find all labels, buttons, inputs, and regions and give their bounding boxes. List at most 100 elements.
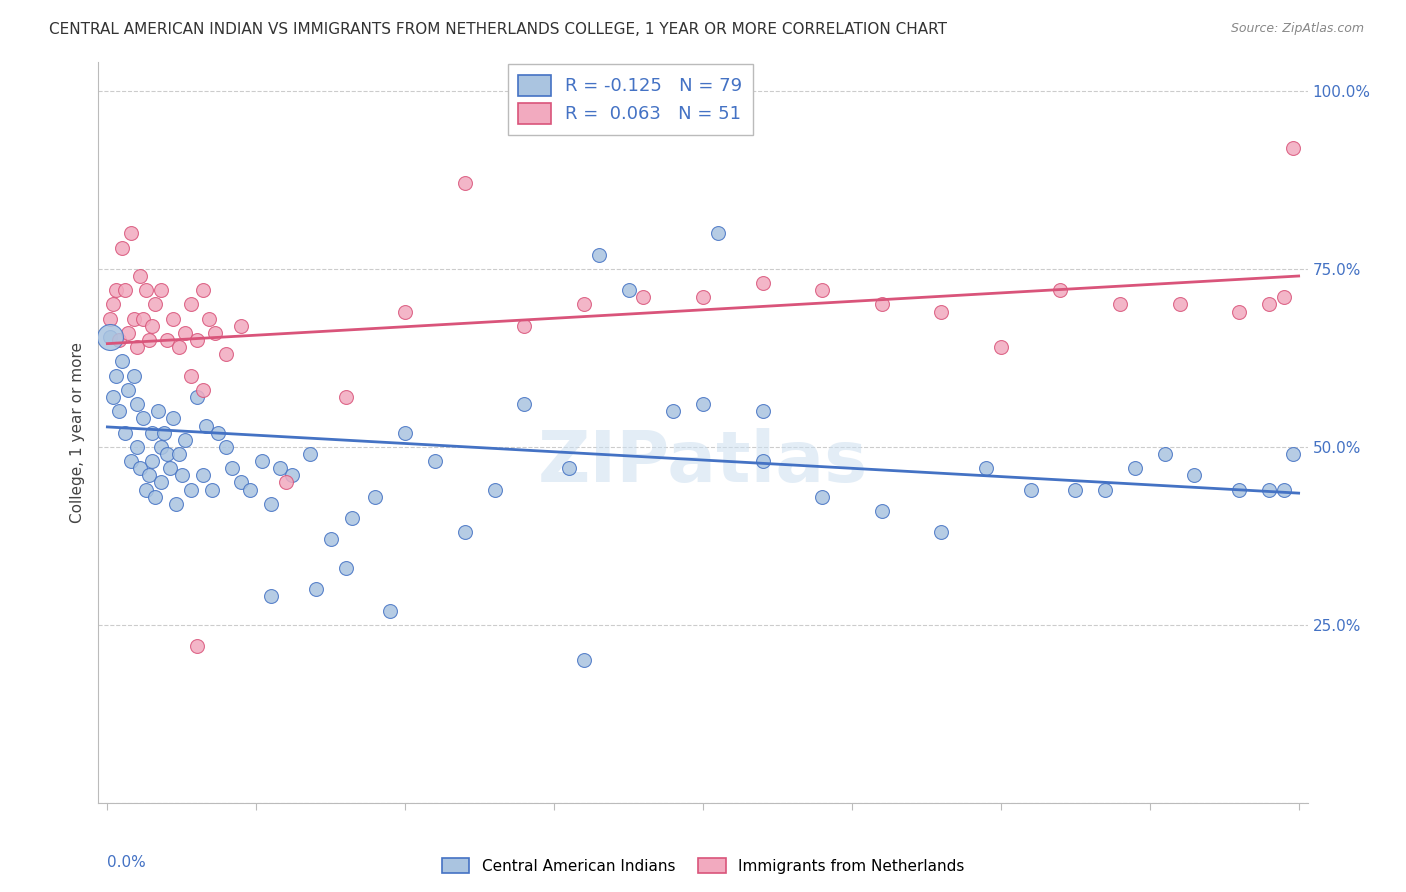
Point (197, 311, 219, 326)
Point (1257, 297, 1279, 311)
Point (252, 454, 274, 468)
Point (98, 329, 121, 343)
Point (811, 490, 834, 504)
Point (111, 240, 134, 255)
Point (274, 475, 297, 490)
Point (454, 177, 477, 191)
Point (215, 347, 238, 361)
Point (298, 447, 321, 461)
Point (153, 425, 176, 440)
Point (135, 483, 157, 497)
Point (200, 483, 222, 497)
Point (1123, 461, 1146, 475)
Point (122, 311, 145, 326)
Point (572, 653, 595, 667)
Point (180, 483, 202, 497)
Point (122, 368, 145, 383)
Point (191, 283, 214, 297)
Point (454, 525, 477, 540)
Point (186, 639, 208, 653)
Point (103, 390, 125, 404)
Point (513, 397, 536, 411)
Point (870, 504, 893, 518)
Point (120, 227, 142, 241)
Point (1272, 290, 1295, 304)
Point (692, 397, 714, 411)
Point (1281, 447, 1303, 461)
Point (239, 483, 262, 497)
Point (117, 326, 139, 340)
Point (1227, 483, 1250, 497)
Point (269, 461, 291, 475)
Point (1094, 483, 1116, 497)
Point (129, 461, 152, 475)
Text: CENTRAL AMERICAN INDIAN VS IMMIGRANTS FROM NETHERLANDS COLLEGE, 1 YEAR OR MORE C: CENTRAL AMERICAN INDIAN VS IMMIGRANTS FR… (49, 22, 948, 37)
Text: ZIPatlas: ZIPatlas (538, 428, 868, 497)
Point (156, 333, 179, 347)
Point (167, 447, 190, 461)
Point (170, 468, 193, 483)
Point (111, 354, 134, 368)
Point (162, 411, 184, 425)
Point (127, 440, 149, 454)
Point (380, 604, 402, 618)
Point (143, 297, 166, 311)
Text: 0.0%: 0.0% (107, 855, 146, 870)
Point (98, 329, 121, 343)
Point (423, 454, 446, 468)
Point (186, 390, 208, 404)
Point (132, 411, 155, 425)
Point (1184, 468, 1206, 483)
Point (149, 475, 172, 490)
Point (108, 333, 131, 347)
Point (633, 290, 655, 304)
Point (117, 383, 139, 397)
Point (207, 425, 229, 440)
Point (1257, 483, 1279, 497)
Point (484, 483, 506, 497)
Point (105, 368, 128, 383)
Point (231, 475, 253, 490)
Point (129, 268, 152, 283)
Point (159, 461, 181, 475)
Point (751, 404, 773, 418)
Point (281, 468, 304, 483)
Point (513, 318, 536, 333)
Point (105, 283, 128, 297)
Point (173, 433, 195, 447)
Point (103, 297, 125, 311)
Point (1281, 141, 1303, 155)
Point (141, 425, 163, 440)
Point (180, 297, 202, 311)
Point (1109, 297, 1132, 311)
Point (173, 326, 195, 340)
Point (335, 390, 357, 404)
Point (340, 511, 363, 525)
Point (1272, 483, 1295, 497)
Point (114, 425, 136, 440)
Legend: R = -0.125   N = 79, R =  0.063   N = 51: R = -0.125 N = 79, R = 0.063 N = 51 (508, 64, 754, 135)
Point (692, 290, 714, 304)
Point (1019, 483, 1042, 497)
Point (870, 297, 893, 311)
Point (108, 404, 131, 418)
Point (141, 454, 163, 468)
Point (335, 561, 357, 575)
Text: Source: ZipAtlas.com: Source: ZipAtlas.com (1230, 22, 1364, 36)
Point (149, 440, 172, 454)
Point (162, 311, 184, 326)
Point (1227, 304, 1250, 318)
Point (165, 497, 187, 511)
Point (135, 283, 157, 297)
Point (662, 404, 685, 418)
Point (231, 318, 253, 333)
Point (191, 383, 214, 397)
Point (751, 454, 773, 468)
Point (394, 304, 416, 318)
Point (572, 297, 595, 311)
Point (167, 340, 190, 354)
Point (146, 404, 169, 418)
Point (149, 283, 172, 297)
Point (204, 326, 226, 340)
Point (143, 490, 166, 504)
